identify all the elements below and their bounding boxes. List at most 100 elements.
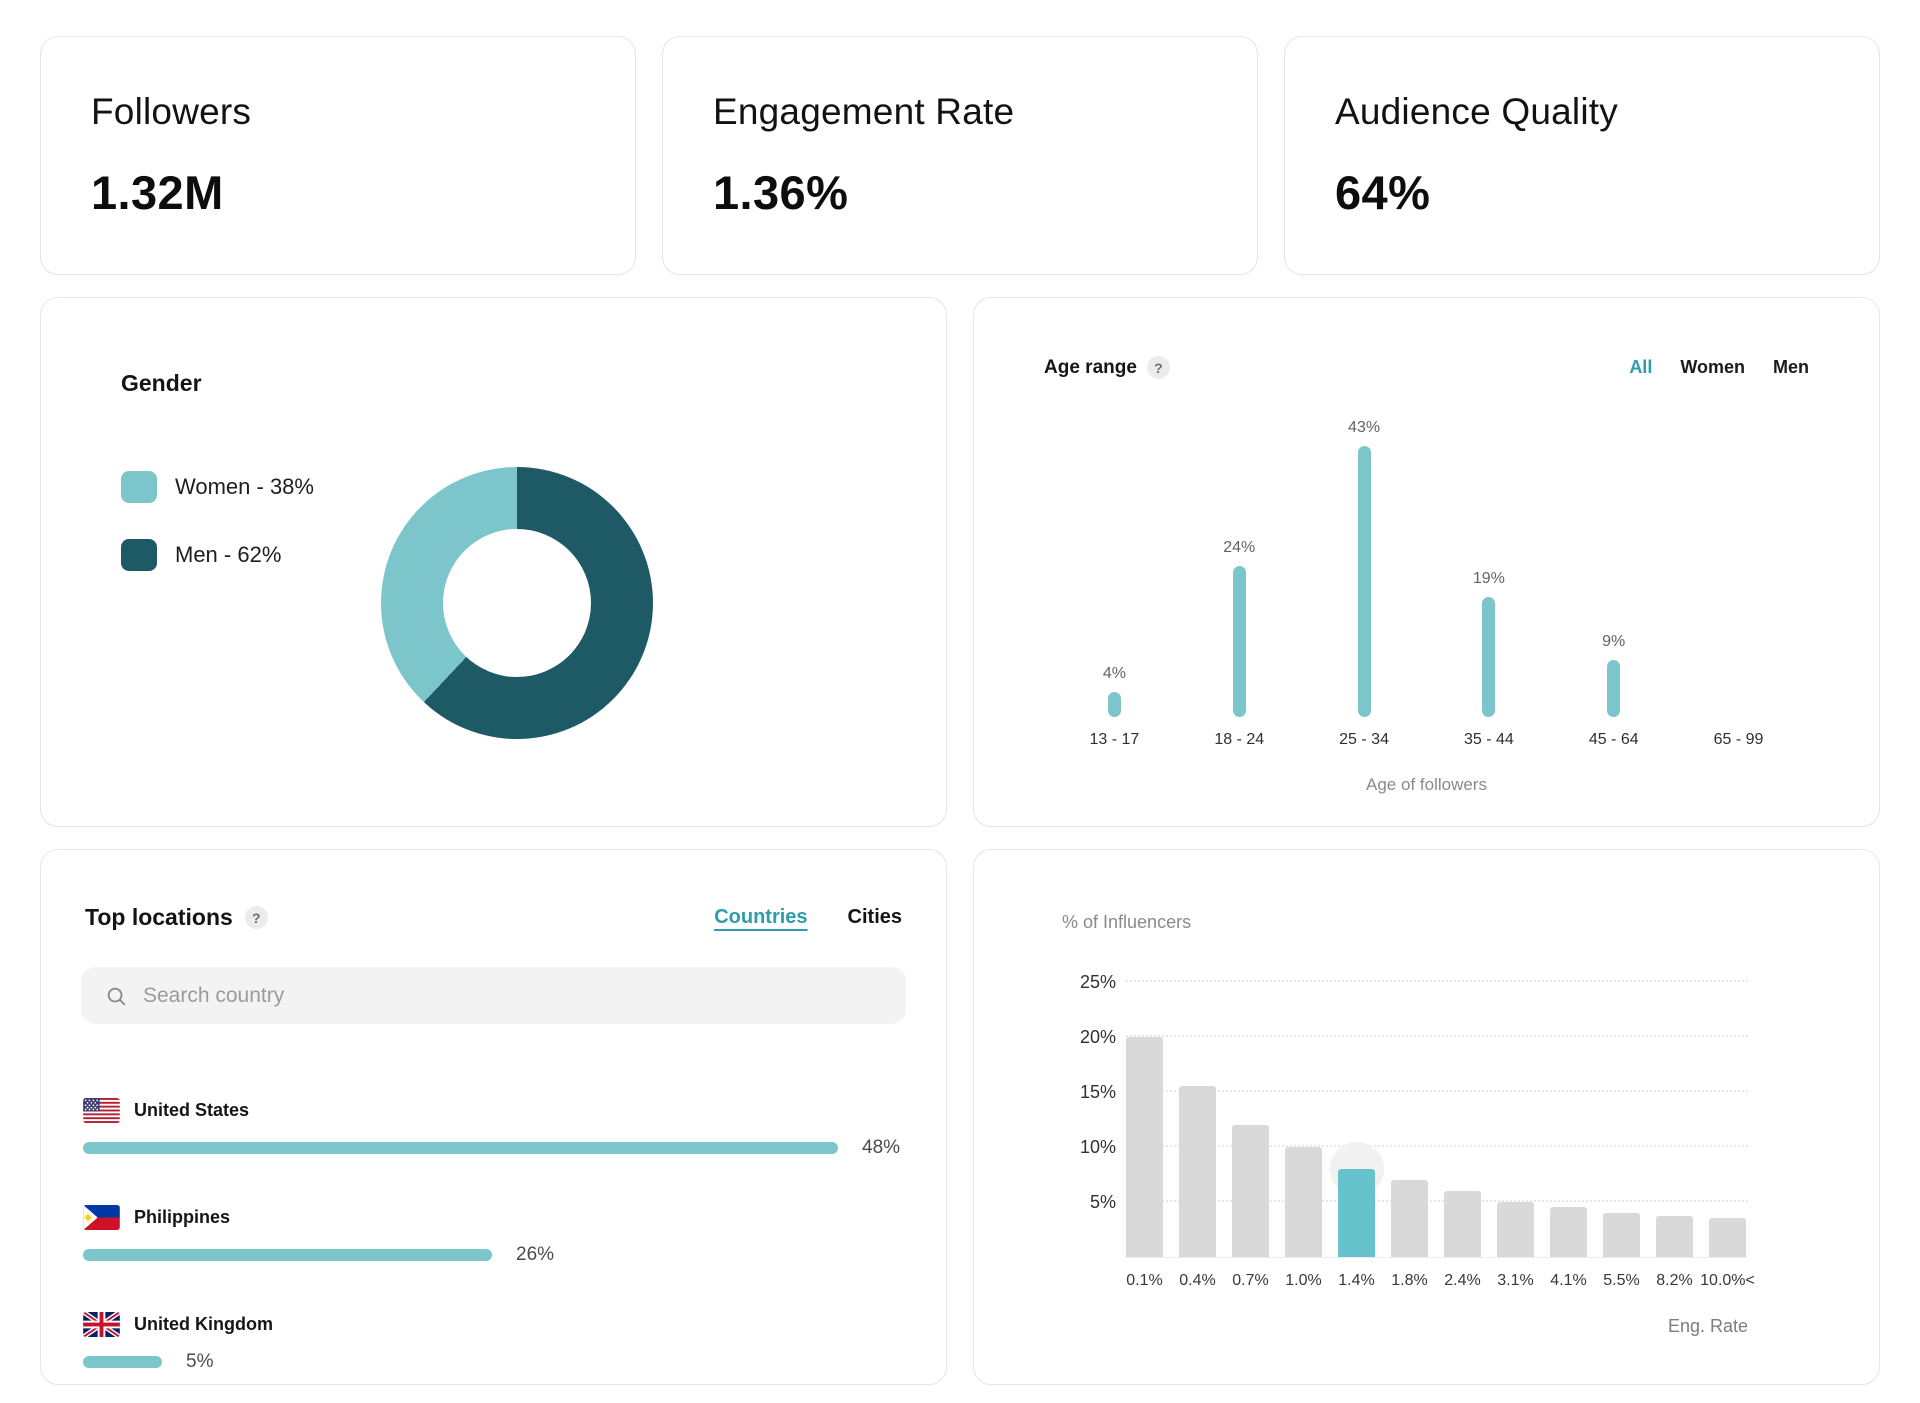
eng-bar[interactable] bbox=[1603, 1213, 1640, 1257]
locations-list: United States 48% Philippines 26% United Kin… bbox=[81, 1098, 906, 1373]
eng-bar-column bbox=[1391, 1180, 1428, 1257]
axis-tick-label: 45 - 64 bbox=[1588, 731, 1639, 748]
bottom-row: Top locations ? Countries Cities United S… bbox=[40, 849, 1880, 1385]
country-name: United States bbox=[134, 1100, 250, 1120]
eng-bar[interactable] bbox=[1338, 1169, 1375, 1257]
eng-bar[interactable] bbox=[1126, 1037, 1163, 1257]
location-row: United States 48% bbox=[83, 1098, 904, 1159]
bar-value-label: 43% bbox=[1348, 419, 1381, 436]
country-name: Philippines bbox=[134, 1207, 231, 1227]
middle-row: Gender Women - 38% Men - 62% bbox=[40, 297, 1880, 827]
eng-chart-xlabel: Eng. Rate bbox=[1667, 1316, 1748, 1336]
flag-icon-gb bbox=[83, 1312, 120, 1337]
axis-tick-label: 1.4% bbox=[1338, 1272, 1375, 1289]
axis-tick-label: 10.0%< bbox=[1700, 1272, 1755, 1289]
eng-bar-column bbox=[1497, 1202, 1534, 1257]
eng-bar-column bbox=[1444, 1191, 1481, 1257]
engagement-rate-value: 1.36% bbox=[713, 166, 849, 219]
y-axis-tick-label: 25% bbox=[1079, 972, 1116, 992]
age-range-tabs: All Women Men bbox=[1629, 357, 1809, 378]
axis-tick-label: 0.4% bbox=[1179, 1272, 1216, 1289]
axis-tick-label: 1.0% bbox=[1285, 1272, 1322, 1289]
axis-tick-label: 3.1% bbox=[1497, 1272, 1534, 1289]
grid-line bbox=[1126, 1090, 1748, 1092]
eng-bar[interactable] bbox=[1497, 1202, 1534, 1257]
flag-icon-ph bbox=[83, 1205, 120, 1230]
stats-row: Followers 1.32M Engagement Rate 1.36% Au… bbox=[40, 36, 1880, 275]
tab-countries[interactable]: Countries bbox=[714, 906, 808, 928]
followers-label: Followers bbox=[91, 91, 252, 132]
eng-bar[interactable] bbox=[1656, 1216, 1693, 1257]
eng-bar[interactable] bbox=[1391, 1180, 1428, 1257]
eng-bar-column bbox=[1232, 1125, 1269, 1257]
axis-tick-label: 65 - 99 bbox=[1713, 731, 1764, 748]
axis-tick-label: 0.1% bbox=[1126, 1272, 1163, 1289]
axis-tick-label: 25 - 34 bbox=[1339, 731, 1389, 748]
grid-line bbox=[1126, 1200, 1748, 1202]
eng-rate-chart: 5% 10% 15% 20% 25% 0.1% 0.4% 0.7% 1.0% 1.4% 1.8% 2… bbox=[1054, 961, 1879, 1290]
top-locations-card: Top locations ? Countries Cities United S… bbox=[40, 849, 947, 1385]
age-bar[interactable] bbox=[1232, 566, 1246, 717]
location-row: Philippines 26% bbox=[83, 1205, 904, 1266]
tab-cities[interactable]: Cities bbox=[847, 906, 902, 928]
eng-bar[interactable] bbox=[1179, 1086, 1216, 1257]
top-locations-title: Top locations bbox=[85, 904, 233, 930]
axis-tick-label: 13 - 17 bbox=[1089, 731, 1140, 748]
search-country-input[interactable] bbox=[143, 983, 882, 1008]
men-color-swatch bbox=[121, 539, 157, 571]
help-icon[interactable]: ? bbox=[1146, 356, 1170, 379]
age-bar-column: 24% 18 - 24 bbox=[1177, 405, 1302, 749]
location-row-header: United States bbox=[83, 1098, 904, 1123]
gender-donut-chart[interactable] bbox=[381, 467, 653, 739]
age-bar[interactable] bbox=[1607, 660, 1621, 717]
women-legend-label: Women - 38% bbox=[175, 474, 314, 499]
eng-bar-column bbox=[1603, 1213, 1640, 1257]
eng-chart-ylabel: % of Influencers bbox=[1062, 912, 1192, 932]
eng-chart-yaxis: 5% 10% 15% 20% 25% bbox=[1054, 961, 1116, 1258]
age-bar-column: 43% 25 - 34 bbox=[1302, 405, 1427, 749]
age-bar[interactable] bbox=[1357, 446, 1371, 717]
axis-tick-label: 2.4% bbox=[1444, 1272, 1481, 1289]
eng-bar-column bbox=[1656, 1216, 1693, 1257]
age-bar-column: 65 - 99 bbox=[1676, 405, 1801, 749]
legend-item-men: Men - 62% bbox=[121, 539, 381, 571]
engagement-rate-card: Engagement Rate 1.36% bbox=[662, 36, 1258, 275]
tab-women[interactable]: Women bbox=[1680, 357, 1745, 377]
age-bar[interactable] bbox=[1482, 597, 1496, 717]
axis-tick-label: 4.1% bbox=[1550, 1272, 1587, 1289]
eng-bar[interactable] bbox=[1709, 1218, 1746, 1257]
location-percent: 48% bbox=[862, 1137, 901, 1158]
location-bar bbox=[83, 1356, 162, 1368]
audience-quality-card: Audience Quality 64% bbox=[1284, 36, 1880, 275]
age-bar-column: 19% 35 - 44 bbox=[1426, 405, 1551, 749]
search-country-box[interactable] bbox=[81, 967, 906, 1024]
axis-tick-label: 1.8% bbox=[1391, 1272, 1428, 1289]
location-row-header: Philippines bbox=[83, 1205, 904, 1230]
location-percent: 26% bbox=[516, 1244, 555, 1265]
y-axis-tick-label: 20% bbox=[1079, 1027, 1116, 1047]
age-range-card: Age range ? All Women Men 4% 13 - 17 24% 18 -… bbox=[973, 297, 1880, 827]
eng-chart-area bbox=[1126, 961, 1748, 1258]
age-bar-column: 4% 13 - 17 bbox=[1052, 405, 1177, 749]
y-axis-tick-label: 5% bbox=[1089, 1192, 1116, 1212]
grid-line bbox=[1126, 1145, 1748, 1147]
eng-bars bbox=[1126, 1037, 1746, 1257]
eng-bar[interactable] bbox=[1232, 1125, 1269, 1257]
eng-bar-column bbox=[1709, 1218, 1746, 1257]
top-locations-header: Top locations ? Countries Cities bbox=[81, 904, 906, 931]
gender-title: Gender bbox=[121, 370, 202, 396]
bar-value-label: 24% bbox=[1223, 539, 1256, 556]
eng-bar-column bbox=[1338, 1169, 1375, 1257]
audience-quality-label: Audience Quality bbox=[1335, 91, 1618, 132]
tab-all[interactable]: All bbox=[1629, 357, 1653, 377]
eng-bar[interactable] bbox=[1550, 1207, 1587, 1257]
help-icon[interactable]: ? bbox=[244, 906, 268, 929]
eng-bar[interactable] bbox=[1285, 1147, 1322, 1257]
women-color-swatch bbox=[121, 471, 157, 503]
tab-men[interactable]: Men bbox=[1773, 357, 1809, 377]
axis-tick-label: 8.2% bbox=[1656, 1272, 1693, 1289]
engagement-rate-label: Engagement Rate bbox=[713, 91, 1015, 132]
age-bar[interactable] bbox=[1107, 692, 1121, 717]
eng-bar[interactable] bbox=[1444, 1191, 1481, 1257]
eng-bar-column bbox=[1550, 1207, 1587, 1257]
